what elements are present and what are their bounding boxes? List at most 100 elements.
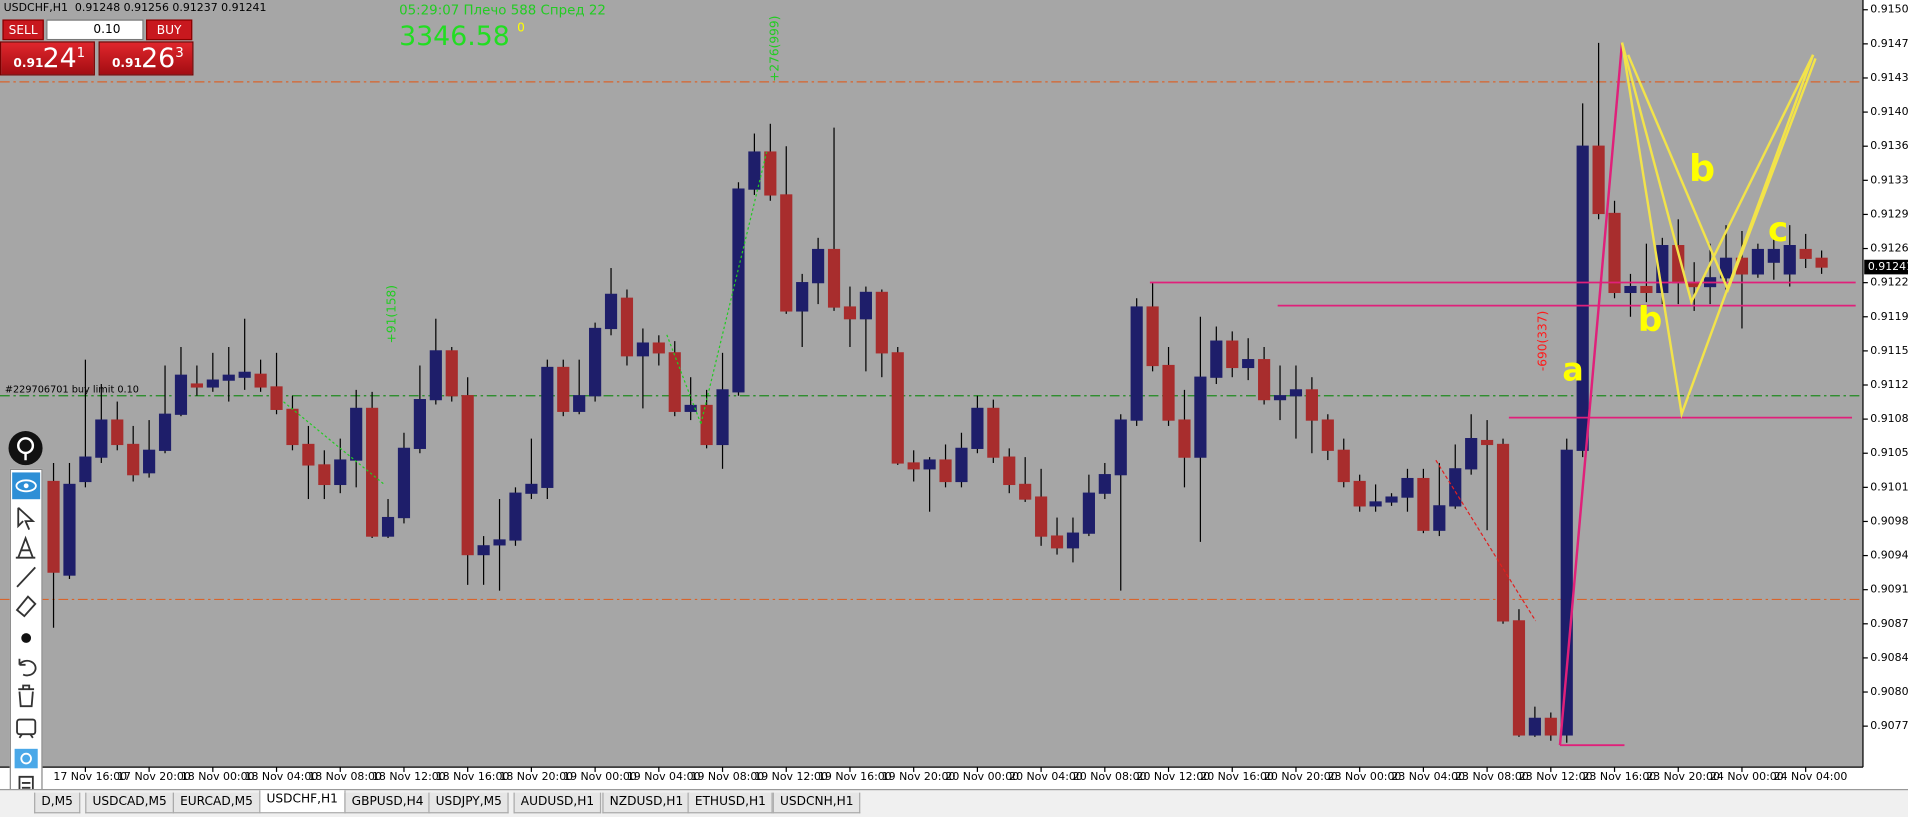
x-tick-label: 23 Nov 20:00 xyxy=(1646,770,1720,783)
drawing-toolbar xyxy=(9,468,43,817)
y-tick-label: 0.91365 xyxy=(1870,139,1908,152)
candle-body xyxy=(1465,438,1478,470)
candle-body xyxy=(812,248,825,284)
sell-button[interactable]: SELL xyxy=(2,19,44,41)
pattern-line xyxy=(1620,42,1815,419)
candle-body xyxy=(397,447,411,519)
price-axis xyxy=(1862,0,1908,789)
candle-body xyxy=(47,480,60,573)
candle-body xyxy=(1321,419,1334,451)
tab[interactable]: USDCNH,H1 xyxy=(772,792,861,814)
candle-body xyxy=(270,386,283,410)
order-label: #229706701 buy limit 0.10 xyxy=(5,385,139,396)
plot-area xyxy=(0,0,1863,768)
candle-body xyxy=(1560,449,1573,736)
candle-body xyxy=(1162,364,1175,421)
candle-body xyxy=(1353,480,1366,507)
candle-body xyxy=(1544,717,1557,736)
pattern-line xyxy=(1627,54,1817,294)
price-prefix: 0.91 xyxy=(111,57,142,71)
candle-body xyxy=(764,151,777,196)
buy-price[interactable]: 0.91 26 3 xyxy=(98,41,194,76)
tab[interactable]: AUDUSD,H1 xyxy=(513,792,602,814)
candle-body xyxy=(1576,145,1589,451)
candle-body xyxy=(190,383,203,388)
candle-body xyxy=(1035,496,1048,537)
candle-body xyxy=(302,443,315,466)
buy-button[interactable]: BUY xyxy=(146,19,193,41)
sell-price[interactable]: 0.91 24 1 xyxy=(0,41,95,76)
x-tick-label: 24 Nov 04:00 xyxy=(1774,770,1848,783)
candle-body xyxy=(1767,248,1780,263)
time-axis xyxy=(0,767,1863,789)
info-extra: 0 xyxy=(517,21,525,36)
candle-body xyxy=(604,293,618,330)
tab[interactable]: D,M5 xyxy=(34,792,81,814)
candle-body xyxy=(413,399,426,449)
candle-body xyxy=(143,449,156,474)
x-tick-label: 19 Nov 16:00 xyxy=(818,770,892,783)
candle-body xyxy=(429,350,442,401)
candle-body xyxy=(1783,245,1796,275)
tab[interactable]: ETHUSD,H1 xyxy=(687,792,774,814)
candle-body xyxy=(1226,340,1239,369)
candle-body xyxy=(334,459,347,486)
candle-body xyxy=(1401,477,1414,498)
candle-body xyxy=(875,291,888,354)
toolbar-handle[interactable] xyxy=(8,431,46,468)
annotation: b xyxy=(1689,147,1715,190)
x-tick-label: 19 Nov 00:00 xyxy=(563,770,637,783)
candle-body xyxy=(573,395,586,412)
x-tick-label: 20 Nov 20:00 xyxy=(1264,770,1338,783)
candle-body xyxy=(222,374,235,381)
annotation: +276(999) xyxy=(768,16,782,82)
candle-body xyxy=(1146,306,1159,367)
last-price-label: 0.91241 xyxy=(1868,260,1908,273)
candle-body xyxy=(1433,505,1446,531)
x-tick-label: 23 Nov 12:00 xyxy=(1519,770,1593,783)
x-tick-label: 23 Nov 16:00 xyxy=(1583,770,1657,783)
tab[interactable]: USDCAD,M5 xyxy=(85,792,175,814)
chart: 0.915050.914700.914350.914000.913650.913… xyxy=(0,0,1908,789)
candle-body xyxy=(748,151,761,190)
tab-active[interactable]: USDCHF,H1 xyxy=(259,790,346,814)
candle-body xyxy=(1289,389,1303,397)
tab[interactable]: EURCAD,M5 xyxy=(172,792,261,814)
tab[interactable]: NZDUSD,H1 xyxy=(602,792,691,814)
candle-body xyxy=(1385,496,1398,503)
candle-body xyxy=(318,464,331,486)
x-tick-label: 17 Nov 16:00 xyxy=(53,770,127,783)
candle-body xyxy=(1799,248,1812,259)
candle-body xyxy=(987,407,1000,458)
candle-body xyxy=(111,419,124,446)
trade-line xyxy=(283,401,385,486)
y-tick-label: 0.90805 xyxy=(1870,685,1908,698)
lot-input[interactable]: 0.10 xyxy=(46,19,144,41)
tab[interactable]: USDJPY,M5 xyxy=(428,792,510,814)
candle-body xyxy=(668,352,681,412)
annotation: a xyxy=(1562,352,1583,388)
candle-body xyxy=(1528,717,1541,736)
price-pips: 26 xyxy=(141,43,176,75)
trade-line xyxy=(1435,459,1537,622)
candle-body xyxy=(971,407,984,449)
candle-body xyxy=(1592,145,1605,215)
candle-body xyxy=(95,419,108,458)
candle-body xyxy=(1273,395,1287,401)
price-prefix: 0.91 xyxy=(13,57,44,71)
price-point: 1 xyxy=(76,45,86,61)
annotation: b xyxy=(1638,300,1662,340)
tab[interactable]: GBPUSD,H4 xyxy=(344,792,431,814)
candle-body xyxy=(1242,359,1255,369)
candle-body xyxy=(827,248,841,308)
x-tick-label: 23 Nov 00:00 xyxy=(1328,770,1402,783)
y-tick-label: 0.90945 xyxy=(1870,549,1908,562)
candle-body xyxy=(445,350,458,397)
candle-body xyxy=(174,374,188,415)
candle-body xyxy=(1258,359,1271,401)
